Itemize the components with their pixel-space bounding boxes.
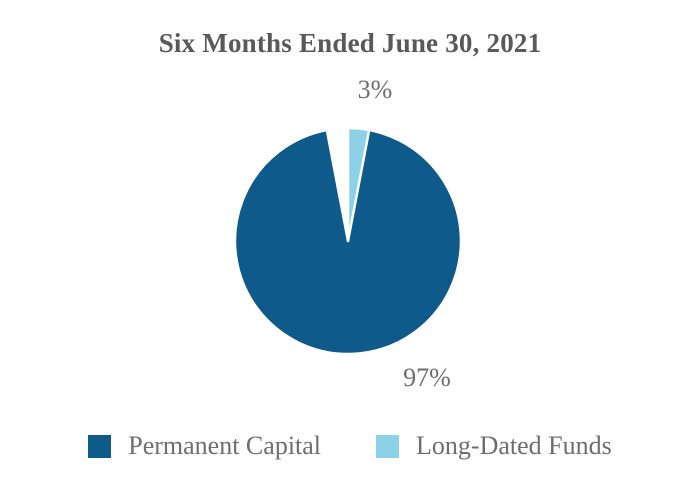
legend-item-permanent-capital: Permanent Capital <box>88 433 321 459</box>
legend-swatch-permanent-capital <box>88 434 112 458</box>
large-slice-percent-label: 97% <box>403 363 451 392</box>
legend-label-permanent-capital: Permanent Capital <box>128 431 322 460</box>
pie-slice-long-dated-funds <box>346 126 371 243</box>
legend-swatch-long-dated-funds <box>376 434 400 458</box>
legend-item-long-dated-funds: Long-Dated Funds <box>376 433 612 459</box>
legend: Permanent Capital Long-Dated Funds <box>0 433 700 459</box>
legend-label-long-dated-funds: Long-Dated Funds <box>416 431 612 460</box>
small-slice-percent-label: 3% <box>357 75 393 104</box>
chart-title: Six Months Ended June 30, 2021 <box>158 28 542 58</box>
pie-chart <box>233 126 463 356</box>
